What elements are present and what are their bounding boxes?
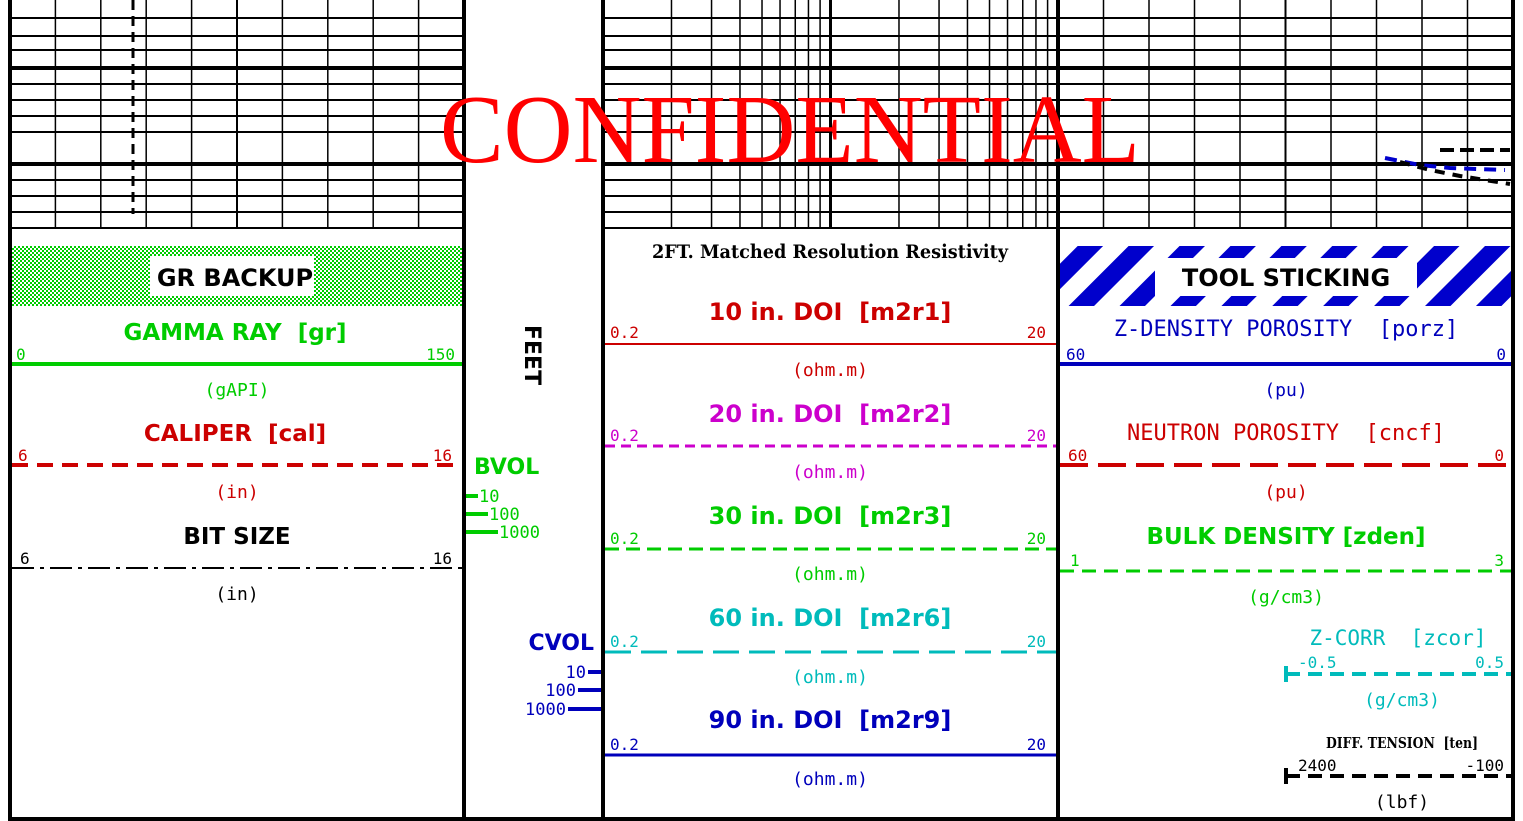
m2r3-label: 30 in. DOI [m2r3] <box>709 502 952 530</box>
zcorr-label: Z-CORR [zcor] <box>1309 626 1486 650</box>
bit-size-max: 16 <box>433 549 452 568</box>
cvol-label-100: 100 <box>545 681 576 701</box>
cncf-unit: (pu) <box>1264 482 1307 503</box>
track1-header: GR BACKUP GAMMA RAY [gr] 0 150 (gAPI) CA… <box>12 246 462 605</box>
porz-unit: (pu) <box>1264 380 1307 401</box>
m2r1-unit: (ohm.m) <box>792 360 868 381</box>
tool-sticking-banner-box <box>1155 258 1417 296</box>
m2r1-min: 0.2 <box>610 323 639 342</box>
depth-track-header: FEET BVOL 10 100 1000 CVOL 10 100 1000 <box>466 325 601 720</box>
m2r2-label: 20 in. DOI [m2r2] <box>709 400 952 428</box>
cvol-title: CVOL <box>528 631 594 656</box>
tension-max: -100 <box>1465 756 1504 775</box>
zcorr-unit: (g/cm3) <box>1364 690 1440 711</box>
bit-size-label: BIT SIZE <box>183 524 290 550</box>
m2r6-min: 0.2 <box>610 632 639 651</box>
m2r9-min: 0.2 <box>610 735 639 754</box>
depth-unit-label: FEET <box>519 325 544 385</box>
track2-header: 2FT. Matched Resolution Resistivity 10 i… <box>605 241 1056 790</box>
bit-size-unit: (in) <box>215 584 258 605</box>
zcorr-max: 0.5 <box>1475 653 1504 672</box>
zden-unit: (g/cm3) <box>1248 587 1324 608</box>
caliper-min: 6 <box>18 446 28 465</box>
m2r1-label: 10 in. DOI [m2r1] <box>709 298 952 326</box>
bit-size-min: 6 <box>20 549 30 568</box>
gamma-ray-unit: (gAPI) <box>204 380 269 401</box>
porz-min: 60 <box>1066 345 1085 364</box>
gr-backup-title: GR BACKUP <box>157 264 313 292</box>
zden-label: BULK DENSITY [zden] <box>1146 524 1425 550</box>
m2r3-unit: (ohm.m) <box>792 564 868 585</box>
m2r2-max: 20 <box>1027 426 1046 445</box>
m2r1-max: 20 <box>1027 323 1046 342</box>
tension-min: 2400 <box>1298 756 1337 775</box>
track3-header: TOOL STICKING Z-DENSITY POROSITY [porz] … <box>1060 246 1511 813</box>
gamma-ray-min: 0 <box>16 345 26 364</box>
cvol-label-1000: 1000 <box>525 700 566 720</box>
porz-label: Z-DENSITY POROSITY [porz] <box>1114 317 1458 342</box>
m2r6-label: 60 in. DOI [m2r6] <box>709 604 952 632</box>
track-borders <box>8 0 1515 821</box>
m2r6-unit: (ohm.m) <box>792 667 868 688</box>
cncf-label: NEUTRON POROSITY [cncf] <box>1127 421 1445 446</box>
bvol-label-10: 10 <box>479 487 499 507</box>
m2r2-min: 0.2 <box>610 426 639 445</box>
m2r3-min: 0.2 <box>610 529 639 548</box>
caliper-label: CALIPER [cal] <box>144 421 326 447</box>
tension-label: DIFF. TENSION [ten] <box>1326 734 1478 752</box>
m2r9-unit: (ohm.m) <box>792 769 868 790</box>
resistivity-track-title: 2FT. Matched Resolution Resistivity <box>652 241 1009 263</box>
bvol-label-1000: 1000 <box>499 523 540 543</box>
zden-min: 1 <box>1070 551 1080 570</box>
cncf-min: 60 <box>1068 446 1087 465</box>
confidential-watermark: CONFIDENTIAL <box>440 76 1140 184</box>
m2r9-max: 20 <box>1027 735 1046 754</box>
zcorr-min: -0.5 <box>1298 653 1337 672</box>
cvol-label-10: 10 <box>566 663 586 683</box>
gamma-ray-max: 150 <box>426 345 455 364</box>
zden-max: 3 <box>1494 551 1504 570</box>
m2r3-max: 20 <box>1027 529 1046 548</box>
bvol-label-100: 100 <box>489 505 520 525</box>
tool-sticking-title: TOOL STICKING <box>1182 264 1390 292</box>
caliper-max: 16 <box>433 446 452 465</box>
tension-unit: (lbf) <box>1375 792 1429 813</box>
bvol-title: BVOL <box>474 455 539 480</box>
m2r6-max: 20 <box>1027 632 1046 651</box>
gamma-ray-label: GAMMA RAY [gr] <box>123 320 346 346</box>
caliper-unit: (in) <box>215 482 258 503</box>
porz-max: 0 <box>1496 345 1506 364</box>
m2r2-unit: (ohm.m) <box>792 462 868 483</box>
m2r9-label: 90 in. DOI [m2r9] <box>709 706 952 734</box>
cncf-max: 0 <box>1494 446 1504 465</box>
curve-fragments <box>1384 148 1511 186</box>
gr-backup-banner-box <box>150 256 314 296</box>
